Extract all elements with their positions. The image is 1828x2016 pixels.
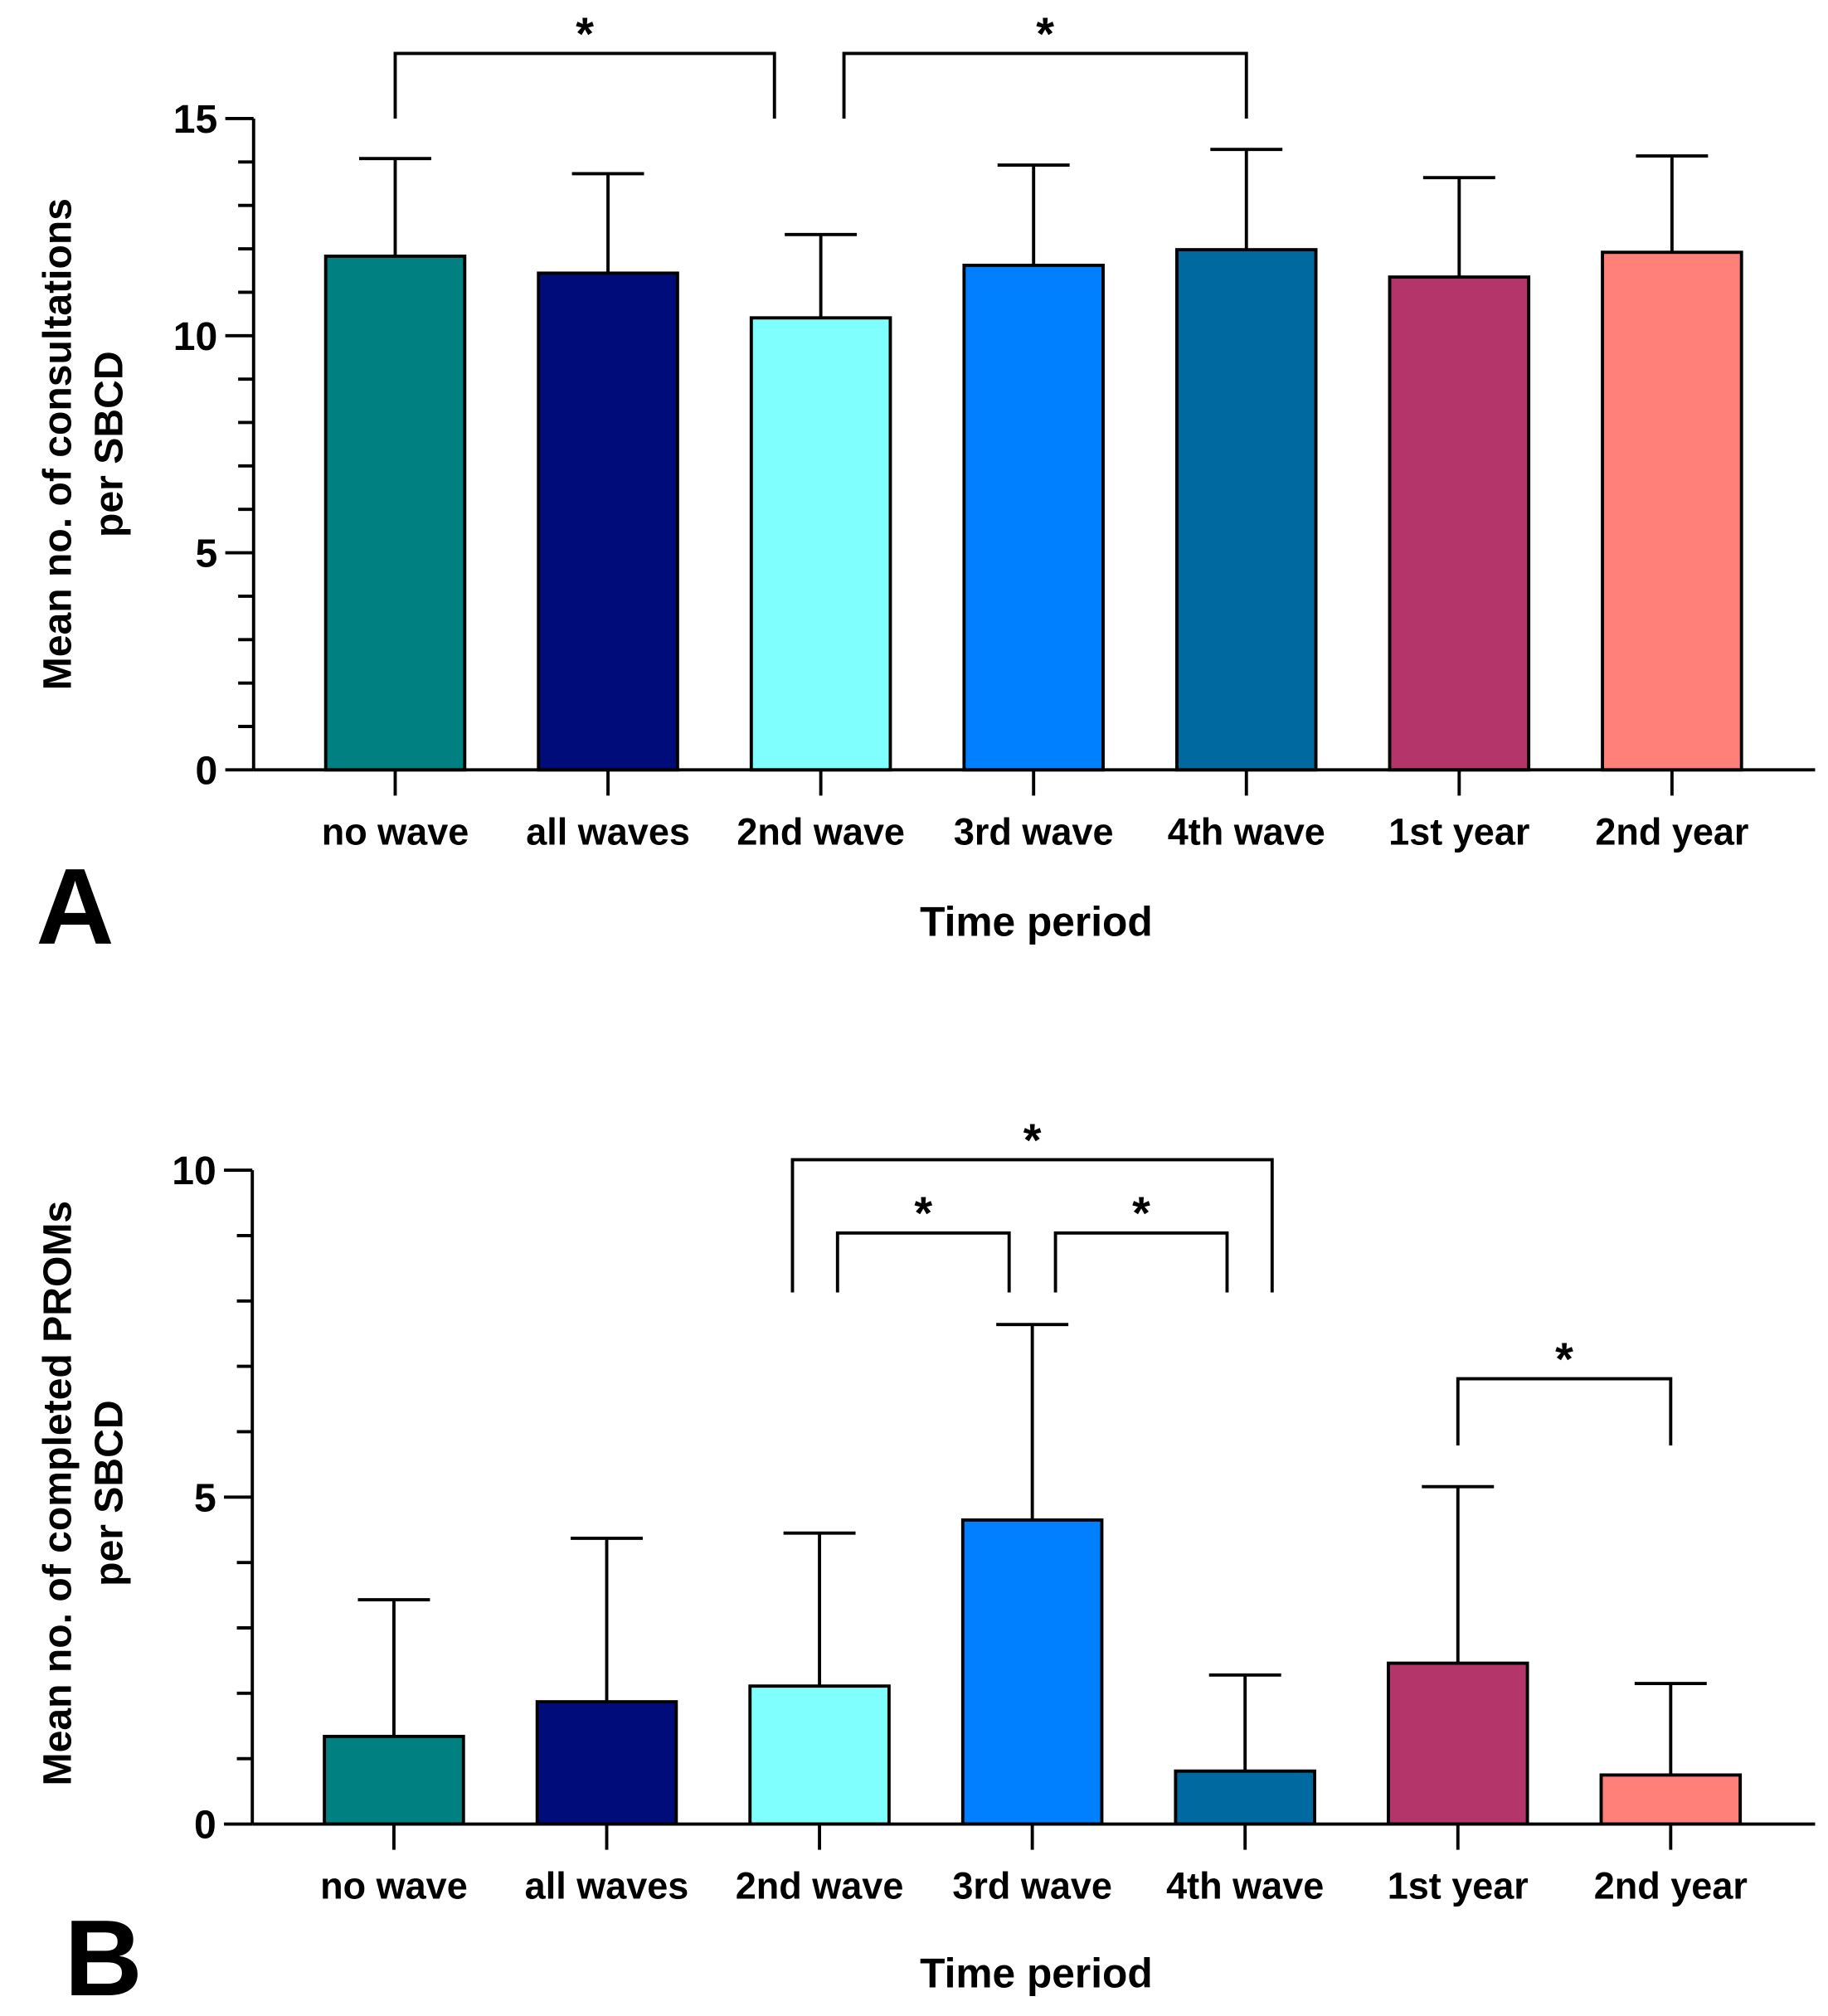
bar-all-waves: [535, 1700, 678, 1826]
x-axis-label: Time period: [920, 899, 1153, 945]
x-tick-label: 1st year: [1388, 1865, 1529, 1907]
panel-label: B: [65, 1897, 143, 2016]
y-tick-label: 5: [196, 532, 218, 576]
y-tick-label: 5: [194, 1475, 216, 1520]
bar-2nd-year: [1599, 1773, 1743, 1826]
x-tick-label: all waves: [526, 810, 690, 853]
bar-4th-wave: [1175, 248, 1318, 772]
significance-star: *: [1023, 1114, 1042, 1166]
significance-bracket: [1456, 1377, 1673, 1446]
x-tick-label: 4th wave: [1166, 1865, 1324, 1907]
x-tick-label: all waves: [525, 1865, 689, 1907]
x-tick-label: 1st year: [1388, 810, 1529, 853]
x-tick-label: 4th wave: [1168, 810, 1325, 853]
y-axis-label: per SBCD: [86, 1400, 131, 1586]
y-tick-label: 0: [196, 748, 218, 793]
significance-star: *: [914, 1187, 932, 1239]
y-axis-label: Mean no. of consultations: [35, 198, 80, 690]
x-tick-label: 2nd year: [1594, 1865, 1748, 1907]
bar-2nd-year: [1601, 250, 1743, 772]
x-tick-label: 2nd year: [1595, 810, 1748, 853]
x-tick-label: no wave: [320, 1865, 468, 1907]
y-tick-label: 10: [172, 1149, 216, 1193]
panel-label: A: [36, 846, 114, 967]
bar-all-waves: [537, 271, 679, 772]
x-tick-label: 3rd wave: [954, 810, 1114, 853]
bar-2nd-wave: [749, 316, 892, 772]
bar-no-wave: [323, 1734, 465, 1826]
bar-2nd-wave: [748, 1684, 891, 1826]
y-tick-label: 0: [194, 1803, 216, 1848]
y-axis-label: per SBCD: [86, 351, 131, 537]
bar-4th-wave: [1174, 1769, 1316, 1826]
significance-bracket: [1053, 1231, 1229, 1293]
chart-panel-A: no wave all waves 2nd wave 3rd wave 4th wave…: [35, 7, 1816, 967]
bar-3rd-wave: [962, 264, 1105, 772]
significance-bracket: [842, 51, 1248, 119]
bar-no-wave: [323, 255, 467, 772]
significance-bracket: [393, 51, 776, 119]
significance-star: *: [576, 7, 594, 60]
x-tick-label: no wave: [322, 810, 469, 853]
significance-star: *: [1036, 7, 1054, 60]
bar-1st-year: [1388, 275, 1531, 772]
y-axis-label: Mean no. of completed PROMs: [35, 1201, 80, 1786]
bar-3rd-wave: [960, 1518, 1104, 1826]
chart-panel-B: no wave all waves 2nd wave 3rd wave 4th wave…: [35, 1114, 1816, 2016]
y-tick-label: 15: [173, 97, 218, 142]
y-tick-label: 10: [173, 314, 218, 359]
significance-star: *: [1555, 1333, 1573, 1385]
bar-1st-year: [1387, 1661, 1529, 1826]
x-tick-label: 3rd wave: [952, 1865, 1112, 1907]
significance-bracket: [835, 1231, 1011, 1293]
significance-bracket: [790, 1158, 1274, 1293]
x-axis-label: Time period: [920, 1950, 1153, 1997]
significance-star: *: [1132, 1187, 1150, 1239]
x-tick-label: 2nd wave: [737, 810, 905, 853]
x-tick-label: 2nd wave: [736, 1865, 904, 1907]
